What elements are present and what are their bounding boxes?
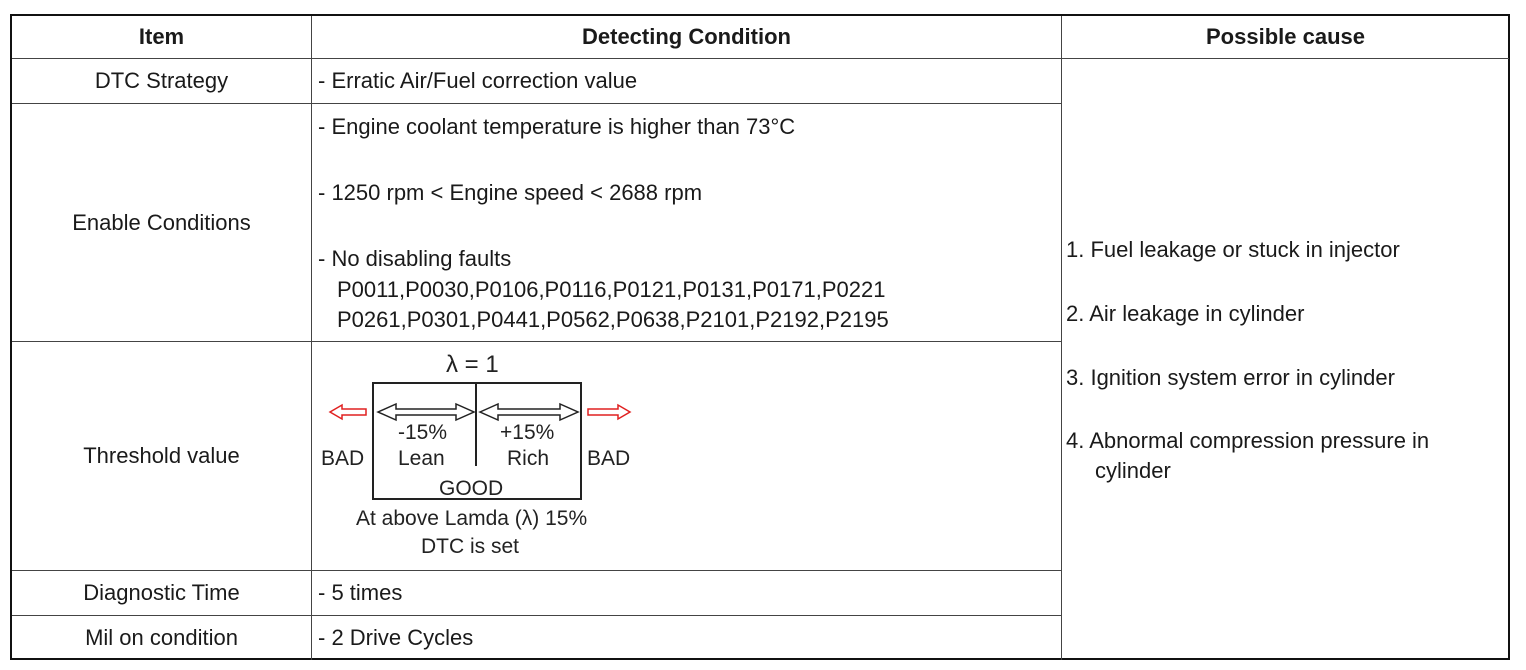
row-divider (12, 103, 1061, 104)
condition-mil: - 2 Drive Cycles (318, 625, 474, 650)
item-enable-conditions: Enable Conditions (72, 210, 251, 235)
fault-codes-line-2: P0261,P0301,P0441,P0562,P0638,P2101,P219… (337, 307, 889, 332)
threshold-note-line-2: DTC is set (421, 535, 520, 558)
rich-double-arrow (478, 402, 580, 422)
diagnostic-table (10, 14, 1510, 660)
lambda-box (372, 382, 582, 500)
fault-codes-line-1: P0011,P0030,P0106,P0116,P0121,P0131,P017… (337, 277, 886, 302)
item-diagnostic-time: Diagnostic Time (83, 580, 240, 605)
lean-label: Lean (398, 447, 445, 470)
rich-label: Rich (507, 447, 550, 470)
item-threshold-value: Threshold value (83, 443, 240, 468)
column-divider (311, 16, 312, 660)
lean-percent: -15% (398, 421, 448, 444)
good-label: GOOD (439, 477, 504, 500)
row-divider (12, 58, 1509, 59)
header-detecting-condition: Detecting Condition (582, 24, 791, 49)
condition-no-disabling-faults: - No disabling faults (318, 246, 512, 271)
bad-left-arrow (328, 403, 367, 421)
column-divider (1061, 16, 1062, 660)
cause-4-continued: cylinder (1095, 458, 1171, 483)
bad-right-label: BAD (587, 447, 631, 470)
lambda-label: λ = 1 (446, 351, 499, 378)
condition-diagnostic-time: - 5 times (318, 580, 403, 605)
lambda-center-line (475, 382, 477, 466)
cause-1: 1. Fuel leakage or stuck in injector (1066, 237, 1400, 262)
rich-percent: +15% (500, 421, 555, 444)
condition-coolant-temp: - Engine coolant temperature is higher t… (318, 114, 796, 139)
cause-4: 4. Abnormal compression pressure in (1066, 428, 1430, 453)
bad-right-arrow (587, 403, 632, 421)
row-divider (12, 341, 1061, 342)
bad-left-label: BAD (321, 447, 365, 470)
row-divider (12, 570, 1061, 571)
condition-engine-speed: - 1250 rpm < Engine speed < 2688 rpm (318, 180, 703, 205)
condition-dtc-strategy: - Erratic Air/Fuel correction value (318, 68, 638, 93)
lean-double-arrow (376, 402, 476, 422)
cause-2: 2. Air leakage in cylinder (1066, 301, 1305, 326)
header-possible-cause: Possible cause (1206, 24, 1365, 49)
cause-3: 3. Ignition system error in cylinder (1066, 365, 1395, 390)
row-divider (12, 615, 1061, 616)
arrows-svg (328, 402, 632, 422)
item-dtc-strategy: DTC Strategy (94, 68, 229, 93)
item-mil-on-condition: Mil on condition (85, 625, 238, 650)
threshold-note-line-1: At above Lamda (λ) 15% (356, 507, 588, 530)
lambda-threshold-diagram: λ = 1 -15% Lean +15% Rich BAD BAD GOOD A… (318, 344, 648, 564)
header-item: Item (138, 24, 185, 49)
